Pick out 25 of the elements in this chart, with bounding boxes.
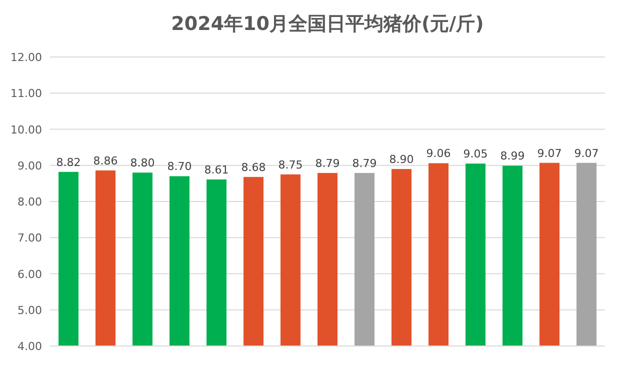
data-label: 8.61: [204, 163, 229, 176]
data-label: 8.70: [167, 160, 192, 174]
y-tick-label: 8.00: [18, 196, 42, 208]
y-tick-label: 11.00: [10, 87, 42, 100]
y-tick-label: 5.00: [18, 304, 42, 317]
data-label: 8.86: [93, 154, 118, 168]
data-label: 8.80: [130, 156, 155, 170]
data-label: 8.82: [56, 156, 81, 169]
data-label: 9.07: [537, 146, 562, 160]
data-label: 8.75: [278, 158, 303, 172]
data-label: 8.79: [352, 156, 377, 170]
y-tick-label: 6.00: [18, 268, 42, 281]
y-tick-label: 9.00: [18, 159, 42, 172]
data-label: 9.05: [463, 148, 488, 161]
y-tick-label: 7.00: [18, 232, 42, 245]
data-label: 8.68: [241, 160, 266, 174]
data-label: 9.06: [426, 147, 451, 160]
data-label: 8.79: [315, 156, 340, 170]
y-tick-label: 12.00: [10, 51, 42, 64]
data-label: 9.07: [574, 146, 599, 160]
data-label: 8.90: [389, 152, 414, 166]
y-tick-label: 10.00: [10, 123, 42, 136]
chart-title: 2024年10月全国日平均猪价(元/斤): [171, 13, 484, 35]
y-tick-label: 4.00: [18, 340, 42, 353]
data-label: 8.99: [500, 150, 525, 163]
